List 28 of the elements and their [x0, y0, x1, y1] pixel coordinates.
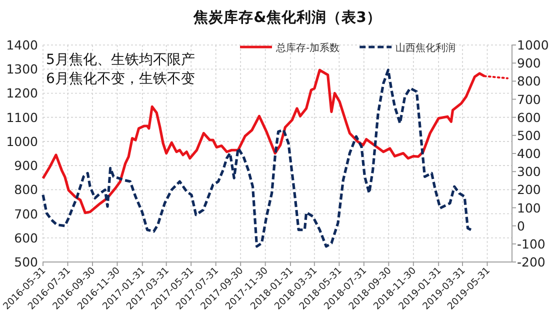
y-tick-label: 700 [14, 206, 38, 222]
legend-label: 总库存-加系数 [275, 42, 340, 54]
y2-tick-label: 500 [517, 128, 541, 143]
y2-tick-label: 400 [517, 146, 541, 161]
y2-tick-label: 0 [517, 218, 525, 234]
y2-tick-label: -100 [517, 236, 546, 252]
y2-tick-label: 1000 [517, 38, 549, 52]
y2-tick-label: 900 [517, 56, 541, 71]
y2-tick-label: -200 [517, 254, 546, 270]
y-tick-label: 800 [14, 182, 38, 198]
y2-tick-label: 700 [517, 92, 541, 107]
y2-tick-label: 600 [517, 110, 541, 125]
y-tick-label: 1300 [6, 62, 38, 77]
y-tick-label: 600 [14, 230, 38, 246]
legend-label: 山西焦化利润 [396, 42, 456, 54]
annotation: 6月焦化不变，生铁不变 [46, 71, 195, 87]
y2-tick-label: 300 [517, 164, 541, 180]
y-tick-label: 1000 [6, 134, 38, 149]
y-tick-label: 900 [14, 158, 38, 174]
chart-title: 焦炭库存&焦化利润（表3） [192, 8, 382, 26]
y2-tick-label: 800 [517, 74, 541, 89]
annotation: 5月焦化、生铁均不限产 [46, 52, 195, 68]
y-tick-label: 1200 [6, 86, 38, 101]
y2-tick-label: 100 [517, 200, 541, 216]
y-tick-label: 1100 [6, 110, 38, 125]
y2-tick-label: 200 [517, 182, 541, 198]
y-tick-label: 1400 [6, 38, 38, 52]
y-tick-label: 500 [14, 254, 38, 270]
